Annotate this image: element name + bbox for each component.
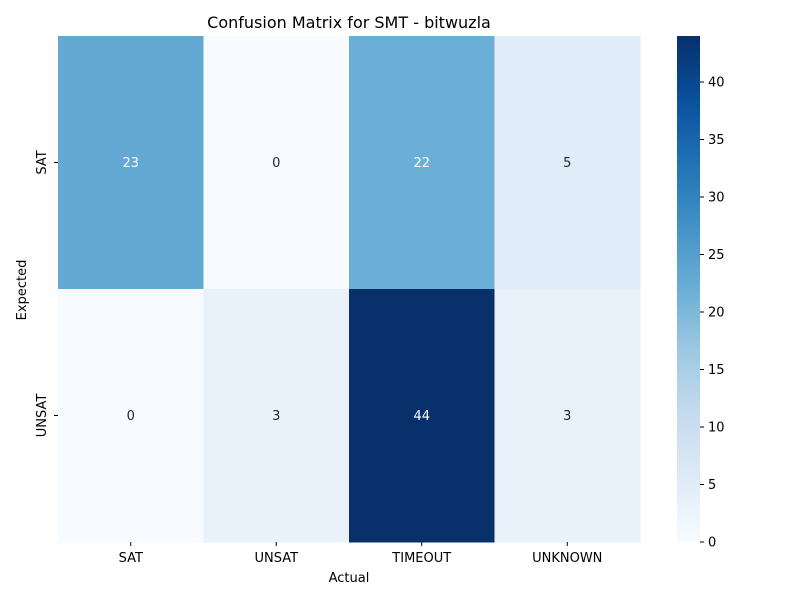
cell-value-label: 44	[413, 409, 430, 424]
colorbar-tick-label: 40	[708, 76, 725, 91]
x-tick-label: SAT	[119, 551, 143, 566]
y-tick-label: UNSAT	[35, 394, 50, 438]
cell-value-label: 3	[272, 409, 280, 424]
heatmap-cell	[203, 36, 350, 290]
heatmap-cell	[349, 36, 495, 290]
cell-value-label: 5	[563, 156, 571, 171]
heatmap-cell	[203, 289, 350, 543]
x-axis-label: Actual	[329, 571, 370, 586]
x-tick-label: UNKNOWN	[532, 551, 602, 566]
cell-value-label: 0	[127, 409, 135, 424]
x-tick-label: TIMEOUT	[391, 551, 451, 566]
heatmap-cells: 23 0 22 5 0 3 44 3	[58, 36, 641, 543]
x-tick-label: UNSAT	[254, 551, 298, 566]
heatmap-cell	[349, 289, 495, 543]
colorbar-tick-label: 5	[708, 478, 716, 493]
heatmap-cell	[494, 289, 641, 543]
x-axis: SAT UNSAT TIMEOUT UNKNOWN	[119, 542, 602, 566]
colorbar-tick-label: 15	[708, 363, 725, 378]
y-tick-label: SAT	[35, 150, 50, 174]
colorbar-tick-label: 0	[708, 536, 716, 551]
colorbar-tick-label: 25	[708, 248, 725, 263]
heatmap-cell	[58, 36, 204, 290]
colorbar-tick-label: 10	[708, 421, 725, 436]
colorbar-tick-label: 35	[708, 133, 725, 148]
cell-value-label: 23	[122, 156, 139, 171]
cell-value-label: 3	[563, 409, 571, 424]
y-axis-label: Expected	[15, 260, 30, 321]
cell-value-label: 0	[272, 156, 280, 171]
cell-value-label: 22	[413, 156, 430, 171]
heatmap-cell	[494, 36, 641, 290]
heatmap-cell	[58, 289, 204, 543]
chart-title: Confusion Matrix for SMT - bitwuzla	[207, 13, 491, 32]
colorbar-tick-label: 30	[708, 191, 725, 206]
colorbar-gradient	[677, 36, 700, 542]
y-axis: SAT UNSAT	[35, 150, 58, 437]
colorbar: 0 5 10 15 20 25 30 35 40	[677, 36, 725, 551]
colorbar-tick-label: 20	[708, 306, 725, 321]
